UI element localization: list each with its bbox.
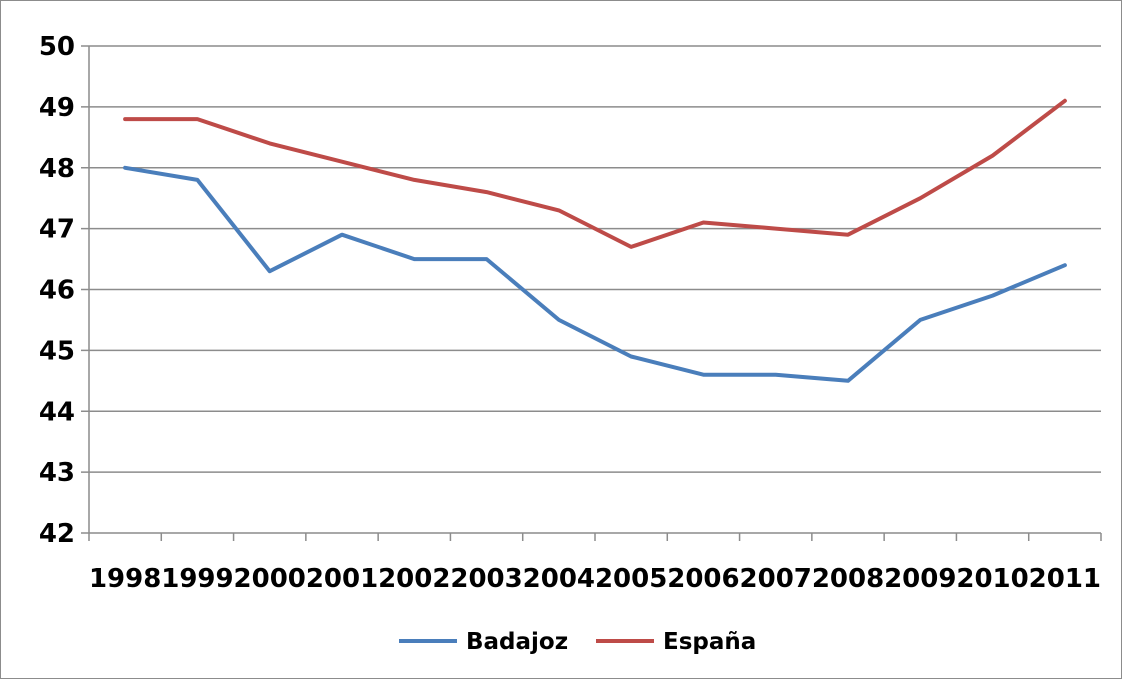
y-tick-label: 47: [39, 215, 75, 245]
series-line-0: [123, 165, 1067, 383]
legend-label-1: España: [663, 629, 756, 655]
x-tick-label: 2005: [595, 564, 667, 594]
series-line-1: [123, 98, 1067, 249]
x-tick-label: 1999: [161, 564, 233, 594]
x-tick-label: 2010: [956, 564, 1028, 594]
x-tick-label: 2008: [812, 564, 884, 594]
x-tick-label: 2011: [1029, 564, 1101, 594]
gridlines: [89, 45, 1101, 473]
x-tick-label: 2009: [884, 564, 956, 594]
legend: Badajoz España: [399, 629, 756, 655]
x-tick-label: 2001: [306, 564, 378, 594]
x-tick-label: 2006: [667, 564, 739, 594]
x-tick-label: 2002: [378, 564, 450, 594]
x-tick-label: 2004: [523, 564, 595, 594]
y-tick-label: 42: [39, 519, 75, 549]
y-tick-label: 45: [39, 336, 75, 366]
legend-label-0: Badajoz: [466, 629, 568, 655]
y-tick-label: 44: [39, 397, 75, 427]
x-tick-label: 2003: [450, 564, 522, 594]
x-tick-labels: 1998 1999 2000 2001 2002 2003 2004 2005 2006 2007…: [89, 564, 1101, 594]
x-tick-label: 1998: [89, 564, 161, 594]
y-tick-labels: 42 43 44 45 46 47 48 49 50: [39, 32, 75, 549]
y-tick-label: 46: [39, 276, 75, 306]
x-tick-label: 2007: [740, 564, 812, 594]
x-tick-label: 2000: [234, 564, 306, 594]
series-lines: [123, 98, 1067, 383]
axes: [81, 45, 1102, 541]
y-tick-label: 50: [39, 32, 75, 62]
y-tick-label: 48: [39, 154, 75, 184]
y-tick-label: 49: [39, 93, 75, 123]
y-tick-label: 43: [39, 458, 75, 488]
